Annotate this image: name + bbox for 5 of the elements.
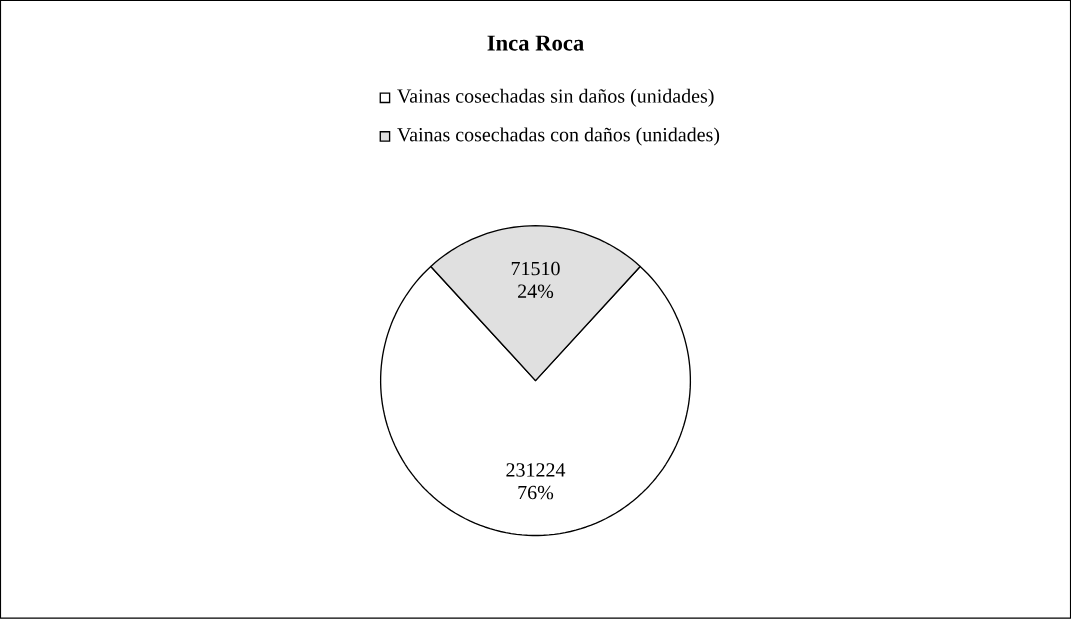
legend-label: Vainas cosechadas sin daños (unidades) (397, 88, 714, 108)
chart-title: Inca Roca (487, 35, 584, 51)
data-label: 71510 24% (511, 262, 560, 299)
data-label: 231224 76% (506, 463, 566, 500)
legend-label: Vainas cosechadas con daños (unidades) (397, 127, 720, 146)
